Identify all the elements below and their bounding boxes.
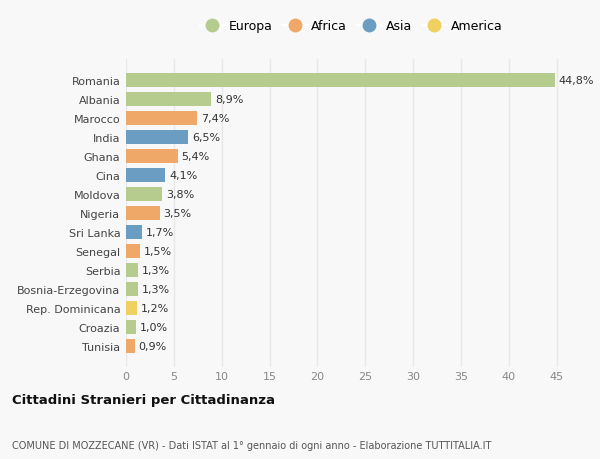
Text: 5,4%: 5,4%: [182, 151, 210, 162]
Text: 44,8%: 44,8%: [559, 75, 594, 85]
Bar: [126, 283, 139, 296]
Text: 1,3%: 1,3%: [142, 265, 170, 275]
Text: 1,2%: 1,2%: [142, 303, 170, 313]
Text: 1,0%: 1,0%: [139, 322, 167, 332]
Bar: [126, 188, 163, 202]
Bar: [126, 263, 139, 277]
Text: 0,9%: 0,9%: [139, 341, 167, 352]
Bar: [126, 93, 211, 106]
Text: COMUNE DI MOZZECANE (VR) - Dati ISTAT al 1° gennaio di ogni anno - Elaborazione : COMUNE DI MOZZECANE (VR) - Dati ISTAT al…: [12, 440, 491, 450]
Bar: [126, 168, 165, 182]
Bar: [126, 73, 555, 87]
Text: 3,8%: 3,8%: [166, 190, 194, 199]
Text: 1,7%: 1,7%: [146, 228, 175, 237]
Bar: [126, 207, 160, 220]
Text: 7,4%: 7,4%: [200, 113, 229, 123]
Bar: [126, 150, 178, 163]
Bar: [126, 302, 137, 315]
Bar: [126, 320, 136, 334]
Text: 1,5%: 1,5%: [144, 246, 172, 257]
Bar: [126, 131, 188, 144]
Text: 3,5%: 3,5%: [163, 208, 191, 218]
Text: Cittadini Stranieri per Cittadinanza: Cittadini Stranieri per Cittadinanza: [12, 393, 275, 406]
Legend: Europa, Africa, Asia, America: Europa, Africa, Asia, America: [196, 17, 506, 37]
Text: 4,1%: 4,1%: [169, 170, 197, 180]
Bar: [126, 112, 197, 125]
Text: 1,3%: 1,3%: [142, 285, 170, 294]
Text: 8,9%: 8,9%: [215, 95, 244, 105]
Bar: [126, 225, 142, 239]
Bar: [126, 340, 134, 353]
Bar: [126, 245, 140, 258]
Text: 6,5%: 6,5%: [192, 133, 220, 142]
